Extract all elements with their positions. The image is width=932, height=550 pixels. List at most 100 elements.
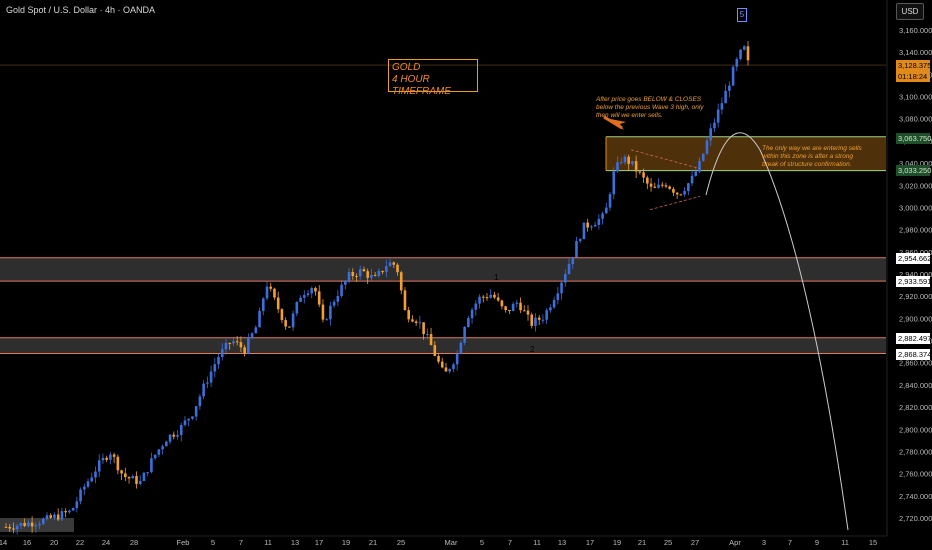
candle-body bbox=[653, 186, 657, 188]
boxed-wave-label: 5 bbox=[737, 8, 747, 22]
candle-body bbox=[191, 416, 194, 419]
candle-body bbox=[295, 301, 299, 314]
candle-body bbox=[183, 420, 187, 426]
x-tick-label: 14 bbox=[0, 538, 7, 547]
projection-curve bbox=[705, 132, 849, 531]
y-tick-label: 2,740.000 bbox=[899, 492, 932, 501]
candle-body bbox=[396, 264, 399, 273]
x-tick-label: 11 bbox=[841, 538, 849, 547]
candle-body bbox=[120, 470, 123, 474]
candle-body bbox=[101, 457, 105, 461]
candle-body bbox=[60, 511, 64, 520]
candle-body bbox=[448, 369, 452, 372]
y-tick-label: 2,780.000 bbox=[899, 447, 932, 456]
y-tick-label: 3,000.000 bbox=[899, 203, 932, 212]
wave-label-orange-4: 4 bbox=[649, 219, 654, 228]
x-tick-label: 28 bbox=[130, 538, 138, 547]
candle-body bbox=[705, 140, 709, 154]
wave-label-orange-5: 5 bbox=[739, 33, 744, 42]
candle-body bbox=[314, 288, 317, 292]
candle-body bbox=[474, 303, 478, 310]
candle-body bbox=[560, 282, 563, 294]
y-tick-label: 2,820.000 bbox=[899, 403, 932, 412]
candle-body bbox=[250, 333, 254, 338]
candle-body bbox=[64, 511, 67, 513]
candle-body bbox=[575, 241, 578, 258]
y-tick-label: 2,860.000 bbox=[899, 359, 932, 368]
x-tick-label: 7 bbox=[788, 538, 792, 547]
candle-body bbox=[407, 310, 410, 320]
candle-body bbox=[45, 515, 49, 519]
candle-body bbox=[97, 460, 101, 472]
candle-body bbox=[269, 286, 273, 289]
candle-body bbox=[187, 418, 191, 421]
y-tick-label: 2,900.000 bbox=[899, 314, 932, 323]
x-tick-label: 11 bbox=[264, 538, 272, 547]
level-2-tag: 2,933.591 bbox=[896, 276, 932, 287]
candle-body bbox=[172, 434, 176, 437]
candle-body bbox=[556, 293, 560, 301]
arrow-shaft bbox=[603, 115, 623, 130]
symbol-title: Gold Spot / U.S. Dollar · 4h · OANDA bbox=[6, 5, 156, 15]
candle-body bbox=[340, 284, 343, 297]
y-tick-label: 2,800.000 bbox=[899, 425, 932, 434]
candle-body bbox=[493, 294, 496, 298]
candle-body bbox=[713, 122, 716, 129]
x-tick-label: 11 bbox=[533, 538, 541, 547]
y-axis-panel bbox=[887, 0, 932, 550]
currency-button[interactable]: USD bbox=[896, 3, 924, 20]
x-tick-label: 24 bbox=[102, 538, 110, 547]
candle-body bbox=[83, 486, 86, 490]
candle-body bbox=[683, 191, 686, 195]
candle-body bbox=[545, 310, 548, 320]
candle-body bbox=[519, 302, 522, 311]
x-tick-label: Apr bbox=[729, 538, 741, 547]
y-tick-label: 3,100.000 bbox=[899, 93, 932, 102]
candle-body bbox=[243, 347, 246, 354]
candle-body bbox=[508, 309, 511, 312]
candle-body bbox=[515, 302, 519, 304]
candle-body bbox=[563, 274, 567, 283]
candle-body bbox=[411, 319, 414, 322]
candle-body bbox=[571, 257, 575, 265]
candle-body bbox=[426, 334, 429, 336]
x-tick-label: 9 bbox=[815, 538, 819, 547]
candle-body bbox=[459, 342, 463, 354]
candle-body bbox=[739, 49, 742, 59]
candle-body bbox=[49, 515, 53, 518]
candle-body bbox=[388, 262, 392, 267]
candle-body bbox=[485, 297, 489, 299]
candle-body bbox=[481, 296, 485, 298]
sell-zone-box bbox=[606, 136, 886, 171]
x-tick-label: Feb bbox=[177, 538, 190, 547]
upper-gray-zone bbox=[0, 257, 886, 282]
candle-body bbox=[735, 58, 739, 67]
candle-body bbox=[239, 342, 243, 348]
wedge-lower-line bbox=[649, 195, 701, 211]
candle-body bbox=[504, 306, 507, 310]
candle-body bbox=[511, 303, 515, 312]
candle-body bbox=[478, 296, 481, 304]
candle-body bbox=[105, 457, 108, 460]
x-tick-label: Mar bbox=[445, 538, 458, 547]
candle-body bbox=[302, 295, 306, 298]
candle-body bbox=[41, 518, 45, 524]
candle-body bbox=[150, 458, 153, 473]
candle-body bbox=[38, 523, 41, 526]
level-4-tag: 2,868.374 bbox=[896, 349, 932, 360]
candle-body bbox=[109, 454, 112, 460]
candle-body bbox=[86, 481, 90, 487]
candle-body bbox=[53, 514, 56, 518]
candle-body bbox=[209, 371, 213, 383]
candle-body bbox=[597, 218, 601, 225]
candle-body bbox=[634, 161, 638, 172]
candle-body bbox=[4, 526, 8, 528]
candle-body bbox=[273, 288, 276, 298]
candle-body bbox=[522, 310, 526, 312]
candle-body bbox=[746, 46, 750, 61]
candle-body bbox=[176, 435, 179, 437]
y-tick-label: 2,760.000 bbox=[899, 470, 932, 479]
candle-body bbox=[385, 266, 388, 272]
